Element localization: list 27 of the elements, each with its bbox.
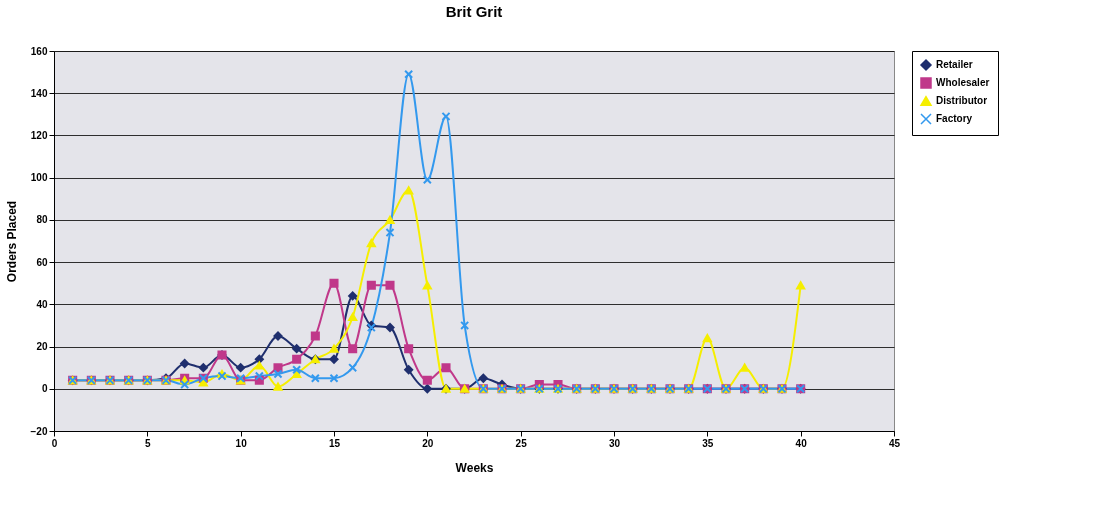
legend-label: Wholesaler: [936, 77, 990, 88]
y-tick-label: 100: [30, 172, 48, 184]
y-tick-label: −20: [30, 425, 48, 437]
x-tick-label: 25: [515, 437, 528, 449]
x-tick-label: 40: [795, 437, 808, 449]
x-tick-label: 5: [145, 437, 152, 449]
x-tick-label: 45: [888, 437, 901, 449]
x-tick-label: 0: [51, 437, 58, 449]
y-axis-title: Orders Placed: [4, 200, 19, 283]
legend-label: Distributor: [936, 95, 988, 106]
y-tick-label: 60: [36, 256, 48, 268]
x-tick-label: 30: [608, 437, 621, 449]
y-tick-label: 40: [36, 298, 48, 310]
legend-label: Factory: [936, 113, 973, 124]
x-axis-title: Weeks: [455, 460, 494, 475]
y-tick-label: 20: [36, 341, 48, 353]
y-tick-label: 160: [30, 45, 48, 57]
legend-label: Retailer: [936, 59, 973, 70]
x-tick-label: 35: [702, 437, 714, 449]
y-tick-label: 120: [30, 129, 48, 141]
x-tick-label: 10: [235, 437, 248, 449]
chart-title: Brit Grit: [445, 3, 503, 20]
x-tick-label: 15: [328, 437, 341, 449]
y-tick-label: 140: [30, 87, 48, 99]
y-tick-label: 80: [36, 214, 48, 226]
x-tick-label: 20: [422, 437, 434, 449]
y-tick-label: 0: [41, 383, 48, 395]
